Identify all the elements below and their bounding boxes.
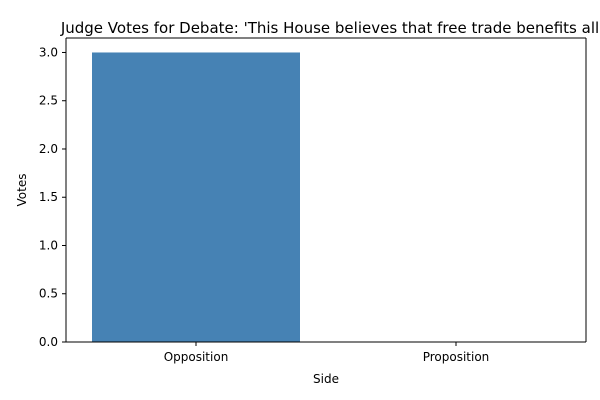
y-tick-label: 2.5 [39, 94, 58, 108]
x-axis-label: Side [313, 372, 339, 386]
y-axis-ticks: 0.0 0.5 1.0 1.5 2.0 2.5 3.0 [39, 45, 66, 349]
x-axis-ticks: Opposition Proposition [164, 342, 490, 364]
chart-title: Judge Votes for Debate: 'This House beli… [60, 19, 599, 37]
y-tick-label: 1.0 [39, 238, 58, 252]
bar-opposition [92, 52, 300, 342]
y-axis-label: Votes [15, 174, 29, 207]
y-tick-label: 3.0 [39, 45, 58, 59]
x-tick-label: Opposition [164, 350, 229, 364]
plot-frame [65, 37, 587, 343]
y-tick-label: 1.5 [39, 190, 58, 204]
y-tick-label: 0.0 [39, 335, 58, 349]
x-tick-label: Proposition [423, 350, 490, 364]
bars-layer [92, 52, 300, 342]
y-tick-label: 2.0 [39, 142, 58, 156]
y-tick-label: 0.5 [39, 287, 58, 301]
